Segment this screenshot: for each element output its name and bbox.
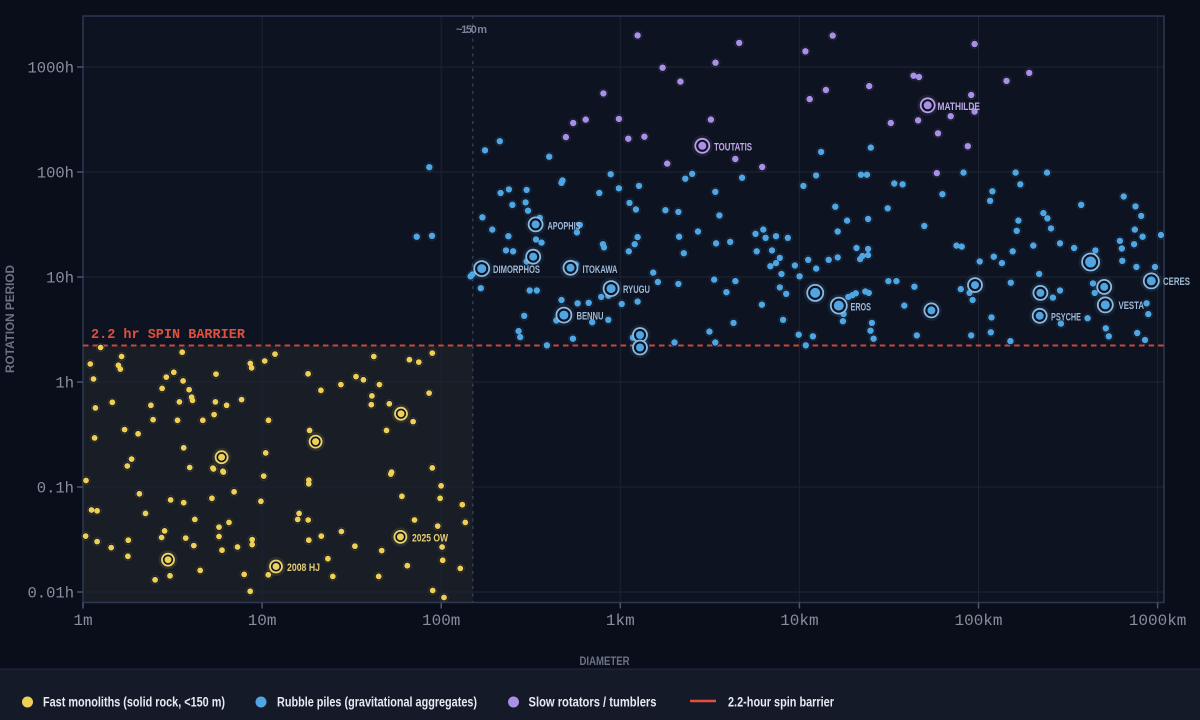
svg-text:DIAMETER: DIAMETER [580, 656, 631, 668]
svg-text:APOPHIS: APOPHIS [548, 221, 581, 233]
svg-text:Fast monoliths (solid rock, <1: Fast monoliths (solid rock, <150 m) [43, 695, 225, 710]
svg-text:ROTATION PERIOD: ROTATION PERIOD [5, 265, 17, 373]
svg-text:Rubble piles (gravitational ag: Rubble piles (gravitational aggregates) [277, 695, 477, 710]
svg-text:MATHILDE: MATHILDE [938, 101, 981, 113]
svg-text:DIMORPHOS: DIMORPHOS [493, 264, 540, 276]
svg-text:1m: 1m [73, 612, 92, 630]
svg-text:2008 HJ: 2008 HJ [287, 562, 320, 574]
svg-text:CERES: CERES [1163, 276, 1190, 288]
svg-text:TOUTATIS: TOUTATIS [714, 141, 752, 153]
svg-text:10m: 10m [248, 612, 277, 630]
svg-text:1h: 1h [55, 375, 74, 393]
svg-text:10h: 10h [46, 270, 74, 288]
svg-text:0.01h: 0.01h [27, 585, 74, 603]
svg-text:1km: 1km [606, 612, 635, 630]
svg-text:2025 OW: 2025 OW [412, 532, 448, 544]
svg-text:VESTA: VESTA [1119, 300, 1145, 312]
svg-text:ITOKAWA: ITOKAWA [583, 264, 618, 276]
svg-text:EROS: EROS [851, 302, 872, 314]
svg-text:PSYCHE: PSYCHE [1051, 311, 1081, 323]
svg-text:2.2 hr SPIN BARRIER: 2.2 hr SPIN BARRIER [91, 328, 246, 343]
svg-text:2.2-hour spin barrier: 2.2-hour spin barrier [728, 695, 835, 710]
svg-text:1000km: 1000km [1129, 612, 1187, 630]
svg-text:1000h: 1000h [27, 60, 74, 78]
svg-text:100h: 100h [37, 165, 74, 183]
svg-text:0.1h: 0.1h [37, 480, 74, 498]
svg-text:Slow rotators / tumblers: Slow rotators / tumblers [529, 695, 657, 710]
svg-text:100km: 100km [954, 612, 1002, 630]
svg-text:RYUGU: RYUGU [623, 284, 650, 296]
svg-text:BENNU: BENNU [577, 311, 604, 323]
svg-text:~150 m: ~150 m [456, 24, 487, 36]
svg-text:100m: 100m [422, 612, 460, 630]
svg-text:10km: 10km [780, 612, 818, 630]
